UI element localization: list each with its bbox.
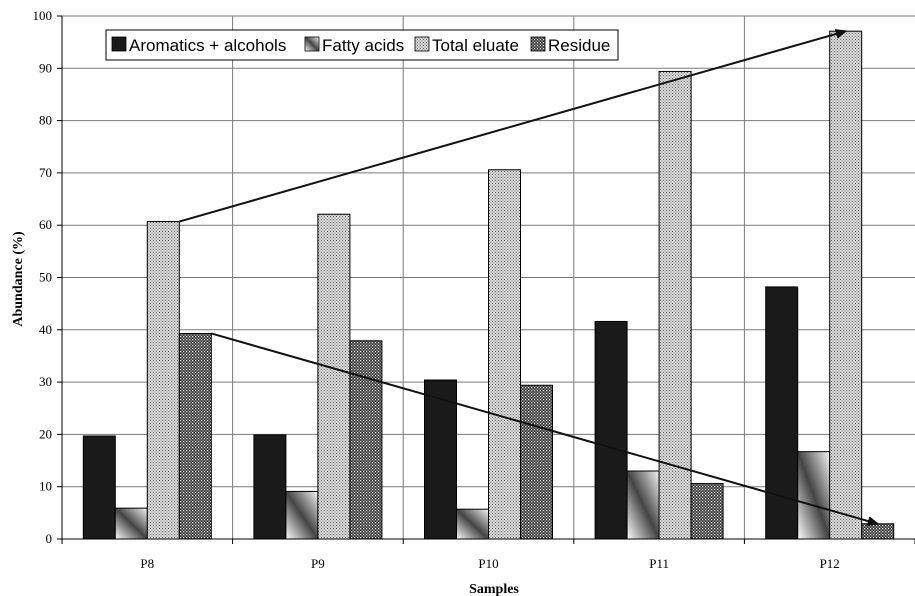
bar-aromatics-alcohols-p10 <box>424 379 457 540</box>
bar-total-eluate-p8 <box>146 221 180 540</box>
y-tick-label: 40 <box>39 322 52 337</box>
bar-residue-p12 <box>861 523 895 540</box>
bars <box>82 30 895 540</box>
legend-swatch-aromatics <box>111 36 127 52</box>
bar-aromatics-alcohols-p9 <box>253 434 287 540</box>
bar-residue-p8 <box>178 332 212 540</box>
y-tick-label: 60 <box>39 217 52 232</box>
bar-fatty-acids-p10 <box>456 508 489 540</box>
bar-aromatics-alcohols-p12 <box>765 286 799 540</box>
y-tick-label: 80 <box>39 113 52 128</box>
bar-fatty-acids-p9 <box>285 490 319 540</box>
bar-fatty-acids-p8 <box>114 507 148 540</box>
trend-arrow-residue <box>211 332 880 526</box>
bar-residue-p11 <box>690 483 724 540</box>
legend-label-total-eluate: Total eluate <box>432 36 519 55</box>
y-tick-label: 30 <box>39 374 52 389</box>
bar-aromatics-alcohols-p8 <box>82 435 116 540</box>
legend: Aromatics + alcohols Fatty acids Total e… <box>105 29 619 61</box>
y-tick-label: 10 <box>39 479 52 494</box>
bar-residue-p10 <box>520 384 553 540</box>
legend-label-fatty-acids: Fatty acids <box>322 36 404 55</box>
legend-swatch-total-eluate <box>414 36 430 52</box>
bar-fatty-acids-p11 <box>626 470 660 540</box>
x-tick-label: P8 <box>140 556 154 571</box>
x-tick-label: P11 <box>649 556 669 571</box>
y-tick-label: 50 <box>39 270 52 285</box>
x-axis-title: Samples <box>469 582 519 596</box>
y-tick-label: 20 <box>39 426 52 441</box>
y-tick-label: 90 <box>39 60 52 75</box>
y-tick-label: 0 <box>46 531 53 546</box>
bar-residue-p9 <box>349 340 383 540</box>
x-tick-label: P12 <box>820 556 840 571</box>
bar-aromatics-alcohols-p11 <box>594 320 628 540</box>
trend-arrow-total-eluate <box>179 29 848 223</box>
axes <box>57 15 915 544</box>
legend-swatch-residue <box>530 36 546 52</box>
y-tick-label: 100 <box>33 8 53 23</box>
bar-fatty-acids-p12 <box>797 451 831 540</box>
bar-total-eluate-p9 <box>317 213 351 540</box>
tick-labels: 0 10 20 30 40 50 60 70 80 90 100 P8 P9 P10 P11 P12 <box>33 8 840 571</box>
x-tick-label: P9 <box>311 556 325 571</box>
bar-total-eluate-p10 <box>488 169 521 540</box>
legend-label-residue: Residue <box>548 36 610 55</box>
x-tick-label: P10 <box>478 556 498 571</box>
legend-label-aromatics: Aromatics + alcohols <box>129 36 286 55</box>
legend-swatch-fatty-acids <box>304 36 320 52</box>
trend-arrows <box>179 29 880 526</box>
y-tick-label: 70 <box>39 165 52 180</box>
bar-total-eluate-p12 <box>829 30 863 540</box>
y-axis-title: Abundance (%) <box>11 231 26 327</box>
